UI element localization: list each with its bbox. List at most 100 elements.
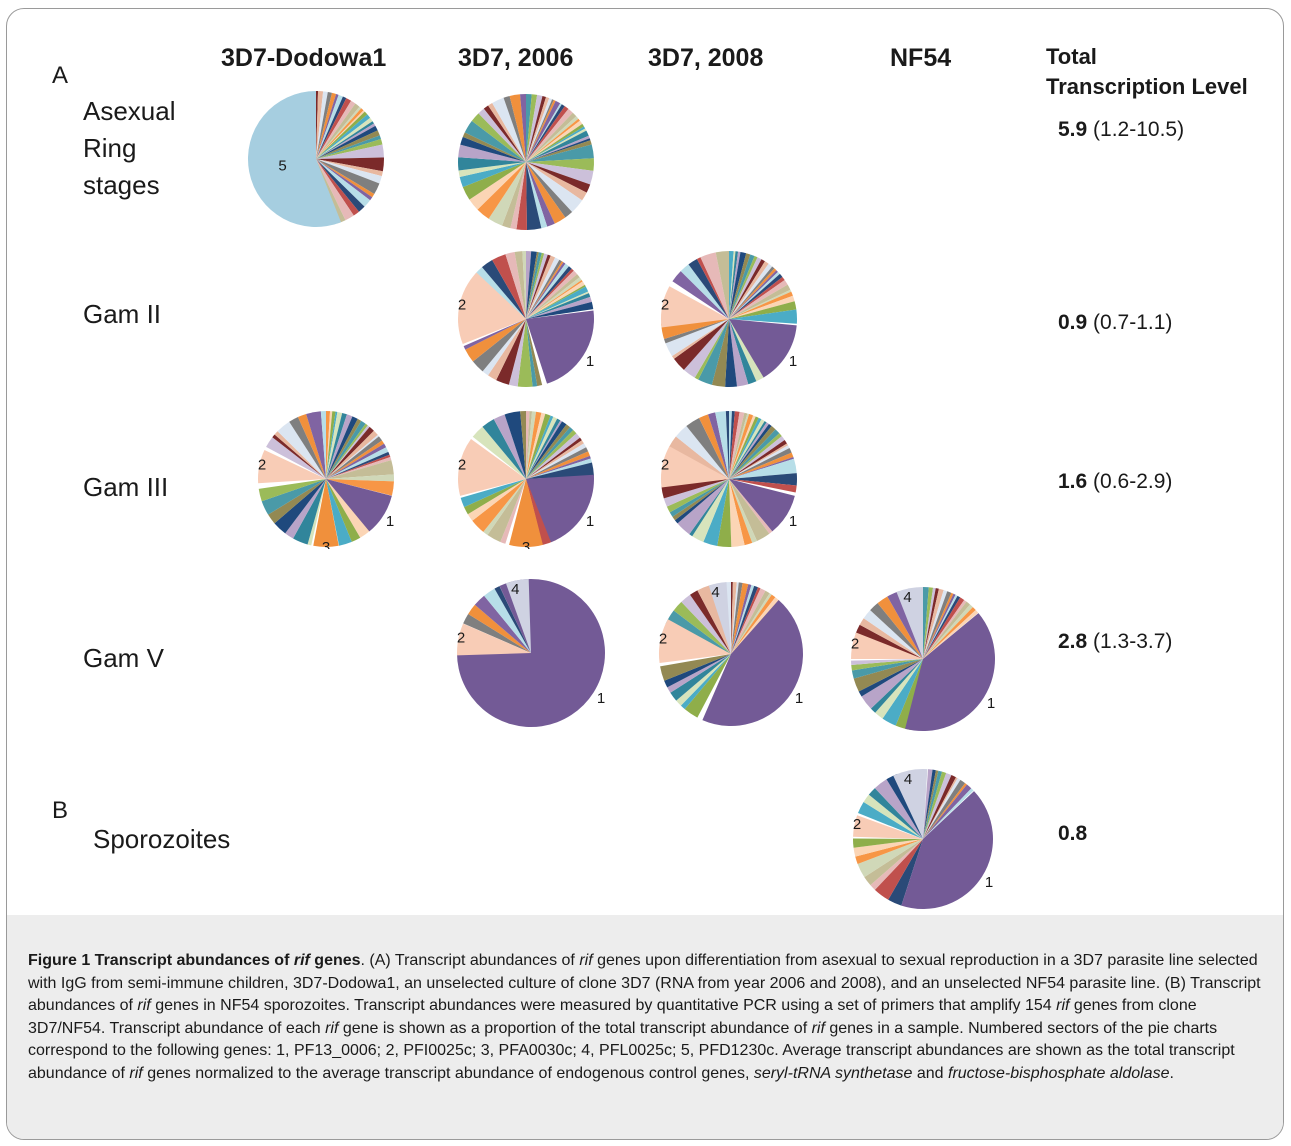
pie-slice-gene-2 [457, 623, 531, 656]
pie-slice-other [520, 93, 526, 162]
pie-slice-other [261, 479, 326, 515]
pie-slice-other [526, 162, 566, 224]
row-label-sporozoites: Sporozoites [93, 824, 231, 854]
pie-slice-gene-1 [702, 599, 803, 726]
pie-slice-other [851, 659, 923, 679]
pie-slice-other [464, 120, 526, 162]
pie-slice-other [923, 770, 939, 839]
pie-slice-other [526, 421, 567, 479]
pie-background-slices [661, 410, 797, 547]
pie-slice-other [326, 414, 353, 479]
pie-slice-other [316, 91, 328, 159]
pie-slice-other [517, 319, 533, 387]
pie-slice-other [526, 99, 556, 162]
pie-slice-other [729, 259, 765, 319]
pie-slice-other [729, 271, 780, 319]
pie-slice-other [316, 138, 383, 159]
pie-slice-other [868, 788, 923, 839]
pie-slice-other [526, 108, 573, 162]
pie-slice-gene-1 [526, 310, 594, 384]
panel-label-b: B [52, 797, 69, 824]
pie-slice-other [729, 261, 769, 319]
pie-slice-gene-1 [729, 479, 795, 532]
caption-title-1: Transcript abundances of [90, 952, 294, 969]
pie-slice-other [729, 268, 777, 319]
pie-slice-other [502, 162, 526, 229]
pie-slice-other [923, 595, 961, 659]
pie-slice-other [326, 411, 333, 479]
total-header-line-2: Transcription Level [1046, 74, 1248, 99]
pie-slice-other [326, 411, 338, 479]
pie-slice-other [729, 257, 762, 319]
pie-slice-other [316, 90, 319, 159]
total-sporozoites: 0.8 [1058, 822, 1088, 845]
pie-slice-other [526, 451, 590, 479]
pie-slice-other [853, 659, 923, 692]
pie-slice-other [526, 413, 551, 479]
pie-slice-other [674, 479, 729, 524]
pie-slice-other [729, 419, 765, 479]
pie-slice-other [870, 603, 923, 659]
caption-rif-3: rif [1056, 997, 1070, 1014]
pie-slice-other [526, 455, 591, 479]
pie-slice-other [729, 416, 759, 479]
pie-slice-other [526, 138, 591, 162]
pie-label-5: 5 [278, 157, 286, 174]
pie-slice-other [729, 429, 780, 479]
pie-slice-other [729, 433, 782, 479]
pie-slice-other [464, 479, 526, 515]
pie-slice-other [731, 582, 743, 654]
pie-slice-other [326, 474, 395, 482]
pie-slice-other [526, 93, 532, 162]
pie-slice-other [526, 266, 572, 319]
pie-slice-other [520, 411, 526, 479]
pie-slice-other [526, 123, 585, 162]
pie-slice-other [526, 319, 538, 387]
pie-label-4: 4 [511, 581, 519, 598]
caption-text-6: genes in a sample. Numbered sectors of t… [28, 1019, 1235, 1082]
pie-slice-other [729, 251, 734, 319]
pie-slice-other [272, 434, 326, 479]
pie-slice-other [683, 319, 729, 378]
pie-slice-other [526, 162, 548, 229]
pie-slice-other [729, 412, 748, 479]
pie-slice-other [729, 479, 758, 543]
pie-slice-other [316, 159, 371, 207]
pie-slice-other [526, 415, 554, 479]
pie-slice-other [526, 162, 587, 201]
pie-slice-gene-1 [905, 613, 996, 732]
pie-slice-other [526, 106, 569, 162]
pie-slice-other [731, 584, 755, 654]
pie-slice-other [516, 162, 527, 230]
pie-slice-other [729, 458, 797, 479]
caption-text-8: and [912, 1064, 948, 1082]
pie-slice-other [526, 319, 543, 387]
pie-slice-other [526, 274, 580, 319]
pie-slice-other [668, 436, 729, 479]
row-label-ring: Ring [83, 133, 137, 163]
pie-slice-other [526, 251, 532, 319]
caption-title-rif: rif [293, 952, 310, 969]
pie-slice-other [326, 412, 347, 479]
pie-slice-other [482, 260, 526, 319]
row-label-gam-ii: Gam II [83, 299, 162, 329]
pie-slice-other [526, 162, 542, 230]
pie-slice-other [526, 104, 565, 162]
pie-slice-other [526, 126, 586, 162]
pie-slice-other [923, 592, 954, 659]
pie-slice-other [882, 659, 923, 726]
pie-label-1: 1 [597, 690, 605, 707]
pie-slice-other [277, 421, 326, 479]
caption-text-5: gene is shown as a proportion of the tot… [338, 1019, 812, 1037]
pie-slice-other [316, 123, 376, 159]
pie-slice-gene-1 [526, 474, 595, 543]
caption-title-2: genes [309, 952, 361, 969]
pie-slice-gene-5 [247, 91, 342, 227]
pie-slice-other [688, 259, 729, 319]
pie-slice-other [326, 440, 385, 479]
pie-label-2: 2 [853, 816, 861, 833]
pie-slice-other [708, 412, 729, 479]
pie-slice-other [923, 588, 939, 659]
caption-rif-4: rif [325, 1019, 339, 1037]
pie-slice-other [729, 415, 756, 479]
